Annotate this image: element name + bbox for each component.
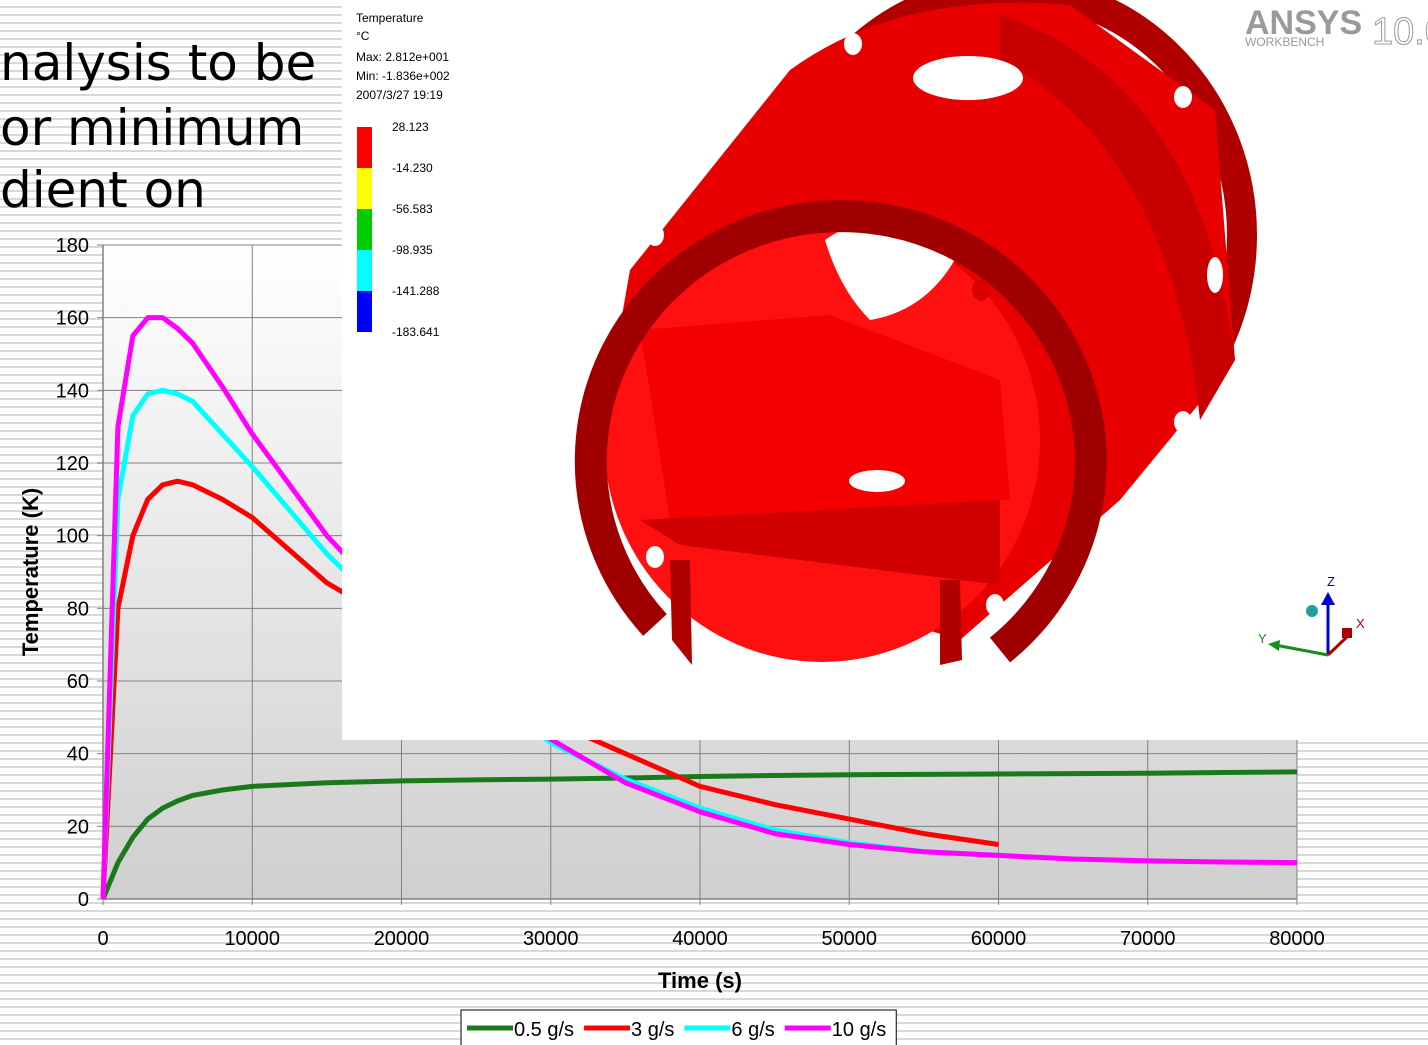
y-tick-label: 60 xyxy=(67,671,89,693)
y-tick-label: 80 xyxy=(67,598,89,620)
contour-title: Temperature xyxy=(356,11,424,25)
y-tick-label: 0 xyxy=(78,889,89,911)
triad-label: Z xyxy=(1327,574,1335,589)
legend-label: 0.5 g/s xyxy=(514,1019,574,1041)
contour-label: -183.641 xyxy=(392,325,440,339)
triad-ball xyxy=(1306,605,1318,617)
contour-swatch xyxy=(357,127,372,168)
bolt-hole xyxy=(1207,257,1223,293)
x-tick-label: 60000 xyxy=(971,928,1027,950)
tab xyxy=(940,580,962,665)
x-tick-label: 10000 xyxy=(224,928,280,950)
x-tick-label: 0 xyxy=(97,928,108,950)
x-tick-label: 20000 xyxy=(374,928,430,950)
bolt-hole xyxy=(646,224,664,246)
bolt-hole xyxy=(1174,411,1192,433)
contour-unit: °C xyxy=(356,29,370,43)
contour-label: -98.935 xyxy=(392,243,433,257)
contour-label: -56.583 xyxy=(392,202,433,216)
bolt-hole xyxy=(986,594,1004,616)
y-tick-label: 140 xyxy=(56,380,89,402)
x-tick-label: 50000 xyxy=(821,928,877,950)
y-tick-label: 180 xyxy=(56,235,89,257)
contour-label: -14.230 xyxy=(392,161,433,175)
contour-swatch xyxy=(357,168,372,209)
page: nalysis to be or minimum dient on 0 20 40 6… xyxy=(0,0,1428,1045)
y-tick-label: 120 xyxy=(56,453,89,475)
slide: nalysis to be or minimum dient on 0 20 40 6… xyxy=(0,0,1428,1045)
triad-label: X xyxy=(1356,616,1365,631)
x-tick-label: 40000 xyxy=(672,928,728,950)
contour-swatch xyxy=(357,209,372,250)
ansys-image: Temperature °C Max: 2.812e+001 Min: -1.8… xyxy=(342,0,1428,740)
y-tick-label: 20 xyxy=(67,816,89,838)
legend-label: 10 g/s xyxy=(832,1019,886,1041)
x-tick-label: 70000 xyxy=(1120,928,1176,950)
contour-min: Min: -1.836e+002 xyxy=(356,69,450,83)
logo-version: 10.0 xyxy=(1372,11,1428,53)
y-tick-label: 160 xyxy=(56,308,89,330)
hole xyxy=(849,470,905,492)
legend-label: 3 g/s xyxy=(631,1019,674,1041)
triad-arrow xyxy=(1342,628,1352,638)
contour-swatch xyxy=(357,250,372,291)
hole xyxy=(913,56,1023,100)
y-tick-label: 100 xyxy=(56,526,89,548)
contour-max: Max: 2.812e+001 xyxy=(356,50,449,64)
legend-label: 6 g/s xyxy=(731,1019,774,1041)
x-tick-label: 30000 xyxy=(523,928,579,950)
slide-title-line: dient on xyxy=(0,161,206,219)
contour-timestamp: 2007/3/27 19:19 xyxy=(356,88,443,102)
slide-title-line: nalysis to be xyxy=(0,34,316,92)
y-axis-title: Temperature (K) xyxy=(18,488,43,656)
y-tick-label: 40 xyxy=(67,744,89,766)
bolt-hole xyxy=(972,279,990,301)
x-axis-title: Time (s) xyxy=(658,968,742,993)
bolt-hole xyxy=(646,546,664,568)
contour-label: -141.288 xyxy=(392,284,440,298)
slide-title-line: or minimum xyxy=(0,99,304,157)
triad-label: Y xyxy=(1258,631,1267,646)
bolt-hole xyxy=(1174,86,1192,108)
contour-swatch xyxy=(357,291,372,332)
logo-sub: WORKBENCH xyxy=(1245,35,1324,49)
contour-label: 28.123 xyxy=(392,120,429,134)
bolt-hole xyxy=(844,33,862,55)
x-tick-label: 80000 xyxy=(1269,928,1325,950)
